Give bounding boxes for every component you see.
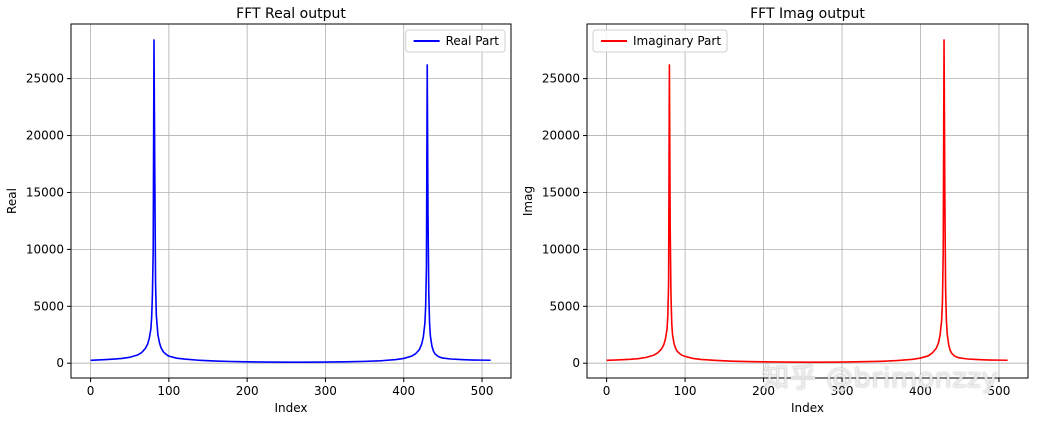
x-tick-label: 100 [674, 384, 697, 398]
axes-frame [70, 23, 512, 379]
chart-title: FFT Real output [236, 6, 346, 22]
x-tick-label: 300 [314, 384, 337, 398]
y-tick-label: 10000 [26, 242, 64, 256]
y-tick-label: 20000 [26, 129, 64, 143]
x-tick-label: 400 [909, 384, 932, 398]
y-tick-label: 20000 [542, 129, 580, 143]
legend: Imaginary Part [592, 29, 728, 53]
chart-title: FFT Imag output [750, 6, 865, 22]
x-ticks: 0 100 200 300 400 500 [603, 378, 1011, 398]
x-tick-label: 300 [831, 384, 854, 398]
y-tick-label: 15000 [26, 185, 64, 199]
y-tick-label: 25000 [26, 72, 64, 86]
legend-label-real-part: Real Part [446, 34, 500, 48]
y-axis-label: Real [5, 188, 19, 214]
series-line [606, 39, 1008, 363]
x-tick-label: 200 [236, 384, 259, 398]
legend: Real Part [405, 29, 506, 53]
legend-box [592, 29, 728, 53]
chart-imag: 0 100 200 300 400 500 0 5000 10000 15000 20000 250… [521, 6, 1029, 415]
watermark: 知乎 @brimonzzy [762, 363, 999, 394]
x-tick-label: 500 [988, 384, 1011, 398]
series-lines [606, 39, 1008, 363]
x-tick-label: 0 [87, 384, 95, 398]
series-lines [90, 39, 491, 363]
y-tick-label: 0 [572, 356, 580, 370]
y-ticks: 0 5000 10000 15000 20000 25000 [542, 72, 587, 370]
y-tick-label: 25000 [542, 72, 580, 86]
axes-frame [586, 23, 1029, 379]
y-tick-label: 5000 [549, 299, 580, 313]
grid-lines [587, 24, 1028, 378]
x-axis-label: Index [274, 401, 307, 415]
x-axis-label: Index [791, 401, 824, 415]
x-tick-label: 200 [752, 384, 775, 398]
grid-lines [71, 24, 511, 378]
legend-box [405, 29, 506, 53]
x-ticks: 0 100 200 300 400 500 [87, 378, 494, 398]
y-tick-label: 10000 [542, 242, 580, 256]
x-tick-label: 100 [157, 384, 180, 398]
y-tick-label: 15000 [542, 185, 580, 199]
x-tick-label: 400 [392, 384, 415, 398]
y-axis-label: Imag [521, 186, 535, 216]
y-tick-label: 5000 [33, 299, 64, 313]
x-tick-label: 500 [471, 384, 494, 398]
series-line [90, 39, 491, 363]
chart-real: 0 100 200 300 400 500 0 5000 10000 15000 20000 250… [5, 6, 512, 415]
legend-label-imaginary-part: Imaginary Part [633, 34, 721, 48]
x-tick-label: 0 [603, 384, 611, 398]
y-tick-label: 0 [56, 356, 64, 370]
y-ticks: 0 5000 10000 15000 20000 25000 [26, 72, 71, 370]
